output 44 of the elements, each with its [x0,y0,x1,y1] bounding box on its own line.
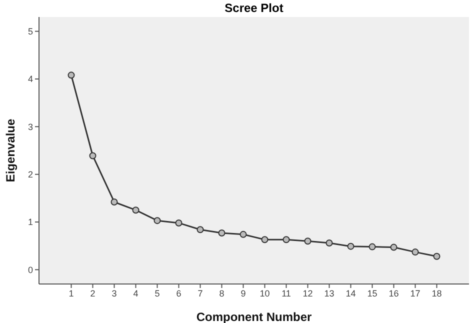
x-tick-label: 14 [346,288,356,298]
point [175,219,182,226]
x-tick-label: 9 [240,288,246,298]
point [154,217,161,224]
y-tick-label: 2 [28,170,33,180]
point [282,236,290,244]
x-tick-label: 15 [367,288,378,298]
point [347,242,354,250]
point [433,252,440,260]
x-tick-label: 1 [68,288,74,298]
y-tick-label: 1 [28,217,33,228]
y-axis-title: Eigenvalue [3,118,18,182]
x-tick-label: 5 [154,288,160,298]
x-tick-label: 12 [302,288,313,298]
x-tick-label: 13 [324,288,334,298]
x-tick-label: 7 [198,288,203,298]
x-tick-label: 18 [432,288,442,298]
x-tick-label: 10 [260,288,270,298]
point [89,152,96,160]
chart-title: Scree Plot [224,0,284,16]
point [261,236,268,244]
point [412,248,419,256]
point [132,206,140,214]
x-tick-label: 3 [112,288,117,298]
x-tick-label: 16 [388,288,399,298]
x-tick-label: 2 [90,288,96,298]
point [196,226,204,234]
y-tick-label: 5 [28,26,33,36]
y-tick-label: 0 [28,264,33,275]
x-tick-label: 4 [133,288,138,298]
point [68,72,75,79]
point [368,243,376,250]
x-tick-label: 8 [219,288,224,298]
point [304,238,312,245]
point [326,239,333,246]
y-tick-label: 4 [28,74,33,84]
point [110,198,118,206]
point [240,230,247,238]
x-tick-label: 6 [176,288,182,298]
point [390,244,398,251]
point [218,229,226,236]
y-tick-label: 3 [28,122,33,132]
x-tick-label: 11 [282,288,291,298]
x-tick-label: 17 [410,288,420,298]
